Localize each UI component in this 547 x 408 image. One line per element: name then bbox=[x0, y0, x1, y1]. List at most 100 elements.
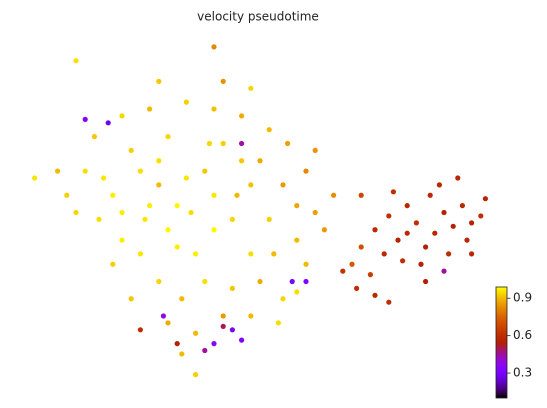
point bbox=[110, 192, 116, 198]
point bbox=[446, 251, 452, 257]
point bbox=[275, 320, 281, 326]
point bbox=[312, 147, 318, 153]
point bbox=[436, 182, 442, 188]
point bbox=[174, 341, 180, 347]
point bbox=[303, 278, 309, 285]
point bbox=[400, 258, 406, 264]
chart-title: velocity pseudotime bbox=[197, 10, 319, 24]
point bbox=[469, 220, 475, 226]
point bbox=[174, 244, 180, 250]
point bbox=[156, 182, 162, 188]
point bbox=[220, 313, 226, 319]
point bbox=[358, 192, 364, 198]
point bbox=[165, 320, 171, 326]
point bbox=[390, 189, 396, 195]
point bbox=[271, 251, 277, 257]
point bbox=[367, 272, 373, 278]
point bbox=[82, 116, 88, 122]
point bbox=[137, 168, 143, 174]
point bbox=[220, 78, 226, 84]
point bbox=[110, 261, 116, 267]
point bbox=[423, 278, 429, 285]
point bbox=[432, 230, 438, 236]
point bbox=[239, 140, 245, 147]
point bbox=[349, 261, 355, 267]
point bbox=[404, 230, 410, 236]
point bbox=[193, 330, 199, 336]
point bbox=[239, 337, 245, 343]
point bbox=[455, 175, 461, 181]
point bbox=[142, 216, 148, 222]
point bbox=[220, 323, 226, 329]
point bbox=[372, 292, 378, 298]
point bbox=[331, 192, 337, 198]
point bbox=[31, 175, 38, 181]
point bbox=[156, 158, 162, 164]
point bbox=[55, 168, 61, 174]
point bbox=[73, 58, 79, 64]
point bbox=[280, 182, 286, 188]
point bbox=[303, 261, 309, 267]
point bbox=[165, 134, 171, 140]
point bbox=[239, 158, 245, 164]
point bbox=[248, 182, 254, 188]
colorbar-tick-label: 0.3 bbox=[513, 366, 532, 380]
point bbox=[464, 237, 470, 243]
point bbox=[229, 327, 235, 333]
point bbox=[206, 140, 212, 147]
point bbox=[239, 113, 245, 119]
point bbox=[183, 175, 189, 181]
point bbox=[289, 278, 295, 285]
point bbox=[354, 285, 360, 291]
point bbox=[137, 327, 143, 333]
point bbox=[386, 213, 392, 219]
point bbox=[381, 251, 387, 257]
point bbox=[266, 127, 272, 133]
point bbox=[183, 99, 189, 105]
point bbox=[137, 251, 143, 257]
point bbox=[257, 278, 263, 285]
point bbox=[404, 203, 410, 209]
point bbox=[441, 268, 447, 274]
point bbox=[386, 299, 392, 305]
point bbox=[202, 168, 208, 174]
point bbox=[96, 216, 102, 222]
point bbox=[128, 296, 134, 302]
point bbox=[179, 351, 185, 357]
point bbox=[285, 140, 291, 147]
point bbox=[119, 209, 125, 216]
point bbox=[321, 227, 327, 233]
point bbox=[294, 203, 300, 209]
point bbox=[441, 209, 447, 216]
point bbox=[478, 213, 484, 219]
point bbox=[211, 44, 217, 50]
point bbox=[372, 227, 378, 233]
colorbar-tick-label: 0.6 bbox=[513, 328, 532, 342]
point bbox=[105, 120, 111, 126]
point bbox=[202, 278, 208, 285]
point bbox=[280, 296, 286, 302]
point bbox=[211, 106, 217, 112]
point bbox=[266, 216, 272, 222]
point bbox=[459, 203, 465, 209]
point bbox=[423, 244, 429, 250]
point bbox=[147, 106, 153, 112]
point bbox=[202, 347, 208, 354]
point bbox=[427, 192, 433, 198]
point bbox=[82, 168, 88, 174]
point bbox=[229, 216, 235, 222]
point bbox=[174, 203, 180, 209]
point bbox=[294, 237, 300, 243]
point bbox=[211, 192, 217, 198]
point bbox=[119, 113, 125, 119]
point bbox=[119, 237, 125, 243]
point bbox=[211, 227, 217, 233]
point bbox=[413, 220, 419, 226]
point bbox=[358, 244, 364, 250]
point bbox=[220, 140, 226, 147]
point bbox=[303, 168, 309, 174]
point bbox=[147, 203, 153, 209]
point bbox=[234, 192, 240, 198]
